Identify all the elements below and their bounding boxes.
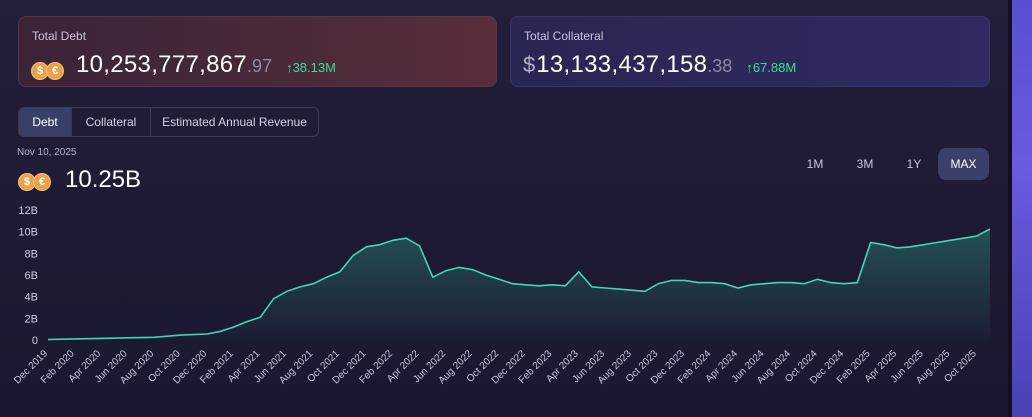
y-tick-label: 10B (18, 227, 38, 239)
total-collateral-label: Total Collateral (524, 29, 604, 43)
selected-value: 10.25B (65, 166, 142, 193)
stablecoin-icon: € (33, 173, 51, 191)
total-debt-delta: ↑38.13M (286, 60, 336, 75)
total-debt-cents: .97 (247, 56, 273, 76)
y-axis: 0 2B 4B 6B 8B 10B 12B (18, 205, 38, 347)
selected-date: Nov 10, 2025 (17, 147, 77, 158)
selected-value-row: $ € 10.25B (18, 166, 141, 194)
y-tick-label: 0 (32, 335, 38, 347)
tab-debt[interactable]: Debt (19, 108, 72, 136)
chart-series-line (47, 228, 991, 341)
range-1y-button[interactable]: 1Y (906, 157, 922, 171)
coin-icons: $ € (31, 62, 64, 80)
y-tick-label: 4B (25, 292, 38, 304)
total-debt-label: Total Debt (32, 29, 87, 43)
stablecoin-icon: € (46, 62, 64, 80)
total-debt-value: 10,253,777,867 (76, 51, 248, 78)
range-selector: 1M 3M 1Y MAX (790, 148, 989, 180)
total-collateral-cents: .38 (707, 56, 733, 76)
metric-tabs: Debt Collateral Estimated Annual Revenue (18, 107, 319, 137)
y-tick-label: 6B (25, 270, 38, 282)
range-3m-button[interactable]: 3M (856, 157, 874, 171)
total-collateral-value-row: $ 13,133,437,158 .38 ↑67.88M (523, 51, 796, 79)
window-edge (1008, 0, 1032, 417)
total-collateral-card: Total Collateral $ 13,133,437,158 .38 ↑6… (510, 16, 990, 87)
currency-symbol: $ (523, 52, 536, 77)
tab-estimated-annual-revenue[interactable]: Estimated Annual Revenue (162, 115, 307, 129)
total-debt-card: Total Debt $ € 10,253,777,867 .97 ↑38.13… (18, 16, 497, 87)
range-1m-button[interactable]: 1M (806, 157, 824, 171)
total-debt-value-row: $ € 10,253,777,867 .97 ↑38.13M (31, 51, 336, 80)
tab-collateral[interactable]: Collateral (72, 108, 151, 136)
range-max-button[interactable]: MAX (938, 148, 989, 180)
total-collateral-value: 13,133,437,158 (536, 51, 708, 78)
total-collateral-delta: ↑67.88M (746, 60, 797, 75)
y-tick-label: 8B (25, 248, 38, 260)
coin-icons-small: $ € (18, 173, 51, 191)
y-tick-label: 2B (25, 313, 38, 325)
y-tick-label: 12B (18, 205, 38, 217)
